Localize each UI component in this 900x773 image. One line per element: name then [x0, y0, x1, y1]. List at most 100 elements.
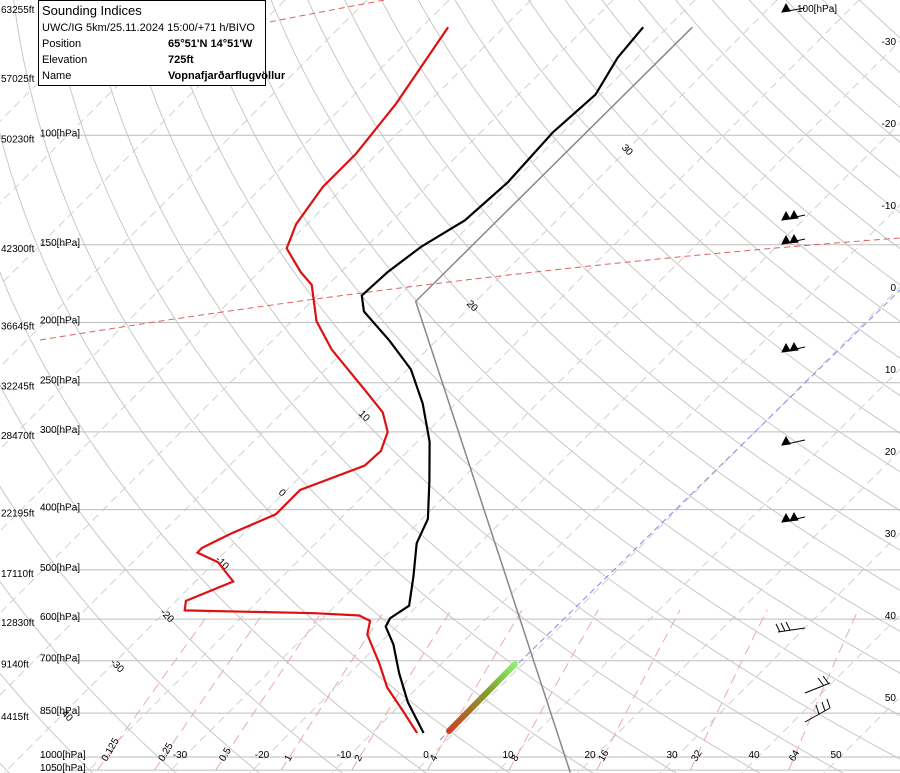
isotherm — [741, 614, 900, 773]
info-value: Vopnafjarðarflugvöllur — [168, 70, 286, 82]
dry-adiabat — [123, 0, 845, 773]
dry-adiabat — [0, 271, 427, 773]
mixing-ratio-label: 16 — [596, 748, 611, 764]
isotherm — [0, 0, 532, 532]
mixing-ratio-line — [788, 609, 859, 771]
dry-adiabat — [491, 0, 900, 397]
wind-barb — [775, 621, 806, 633]
wind-barbs — [775, 2, 831, 723]
adiabat-label: 30 — [619, 142, 635, 158]
isotherm — [0, 0, 286, 286]
altitude-label: 9140ft — [1, 660, 29, 671]
dry-adiabat — [601, 0, 900, 286]
mixing-ratio-line — [96, 609, 212, 771]
mixing-ratio-line — [596, 609, 681, 771]
freezing-line — [439, 289, 900, 741]
dry-adiabat — [0, 384, 344, 773]
pressure-label: 300[hPa] — [40, 425, 80, 436]
mixing-ratio-line — [508, 609, 599, 771]
info-label: Elevation — [42, 54, 87, 66]
altitude-label: 17110ft — [1, 569, 34, 580]
isotherm — [331, 204, 900, 773]
profile-line — [360, 26, 645, 734]
wind-barb — [781, 2, 806, 13]
right-tick-label: 20 — [885, 447, 897, 458]
pressure-label: 1000[hPa] — [40, 750, 86, 761]
pressure-label: 1050[hPa] — [40, 763, 86, 773]
pressure-label: 400[hPa] — [40, 503, 80, 514]
x-tick-label: -20 — [255, 750, 270, 761]
mixing-ratio-line — [351, 609, 452, 771]
isotherm — [0, 0, 696, 696]
dry-adiabat — [675, 0, 900, 214]
right-tick-label: -20 — [882, 119, 897, 130]
right-tick-label: 10 — [885, 365, 897, 376]
pressure-label: 850[hPa] — [40, 706, 80, 717]
info-label: Name — [42, 70, 71, 82]
dry-adiabat — [527, 0, 900, 359]
info-source: UWC/IG 5km/25.11.2024 15:00/+71 h/BIVO — [42, 22, 255, 34]
dry-adiabat — [307, 0, 900, 592]
right-tick-label: 0 — [890, 283, 896, 294]
dry-adiabat — [748, 0, 900, 143]
wind-barb — [781, 233, 806, 245]
isotherm — [0, 0, 368, 368]
mixing-ratio-label: 4 — [428, 753, 441, 764]
mixing-ratio-label: 0.125 — [100, 736, 122, 764]
right-tick-label: 50 — [885, 693, 897, 704]
altitude-label: 36645ft — [1, 321, 35, 332]
upper-line — [269, 0, 386, 23]
pressure-label: 500[hPa] — [40, 563, 80, 574]
altitude-label: 22195ft — [1, 509, 35, 520]
dry-adiabat — [711, 0, 900, 179]
x-tick-label: -10 — [337, 750, 352, 761]
isotherm — [85, 0, 860, 773]
isotherm — [3, 0, 778, 773]
adiabat-label: 10 — [356, 408, 372, 424]
altitude-label: 12830ft — [1, 618, 35, 629]
x-tick-label: 10 — [502, 750, 514, 761]
mixing-ratio-line — [215, 609, 324, 771]
wind-barb — [804, 675, 831, 694]
mixing-ratio-label: 2 — [353, 753, 366, 764]
isotherm — [413, 286, 900, 773]
info-box-frame — [38, 0, 266, 86]
isotherm — [167, 40, 900, 773]
dry-adiabat — [0, 131, 511, 773]
altitude-label: 4415ft — [1, 712, 29, 723]
dry-adiabat — [564, 0, 900, 322]
wind-barb — [781, 209, 806, 221]
profile-line — [183, 26, 450, 734]
dry-adiabat — [160, 0, 900, 760]
wind-barb — [804, 698, 831, 723]
altitude-label: 42300ft — [1, 244, 35, 255]
right-tick-label: 30 — [885, 529, 897, 540]
x-tick-label: 50 — [830, 750, 842, 761]
right-tick-label: -10 — [882, 201, 897, 212]
dry-adiabat — [380, 0, 900, 512]
x-tick-label: 20 — [584, 750, 596, 761]
wind-barb — [781, 511, 806, 523]
isotherm — [0, 0, 450, 450]
x-tick-label: 40 — [748, 750, 760, 761]
profile-line — [414, 26, 693, 773]
mixing-ratio-label: 32 — [689, 748, 704, 764]
isotherm — [0, 0, 122, 122]
altitude-label: 63255ft — [1, 5, 35, 16]
mixing-ratio-label: 0.5 — [217, 746, 234, 764]
wind-barb — [781, 435, 806, 446]
info-value: 65°51'N 14°51'W — [168, 38, 253, 50]
dry-adiabat — [270, 0, 900, 632]
adiabat-label: -30 — [108, 657, 126, 675]
pressure-label: 150[hPa] — [40, 238, 80, 249]
mixing-ratio-label: 8 — [509, 753, 522, 764]
wind-level-label: 100[hPa] — [797, 4, 837, 15]
mixing-ratio-line — [153, 609, 266, 771]
dry-adiabat — [0, 485, 260, 773]
pressure-label: 700[hPa] — [40, 654, 80, 665]
pressure-label: 250[hPa] — [40, 376, 80, 387]
isotherm — [659, 532, 900, 773]
mixing-ratio-line — [689, 609, 768, 771]
